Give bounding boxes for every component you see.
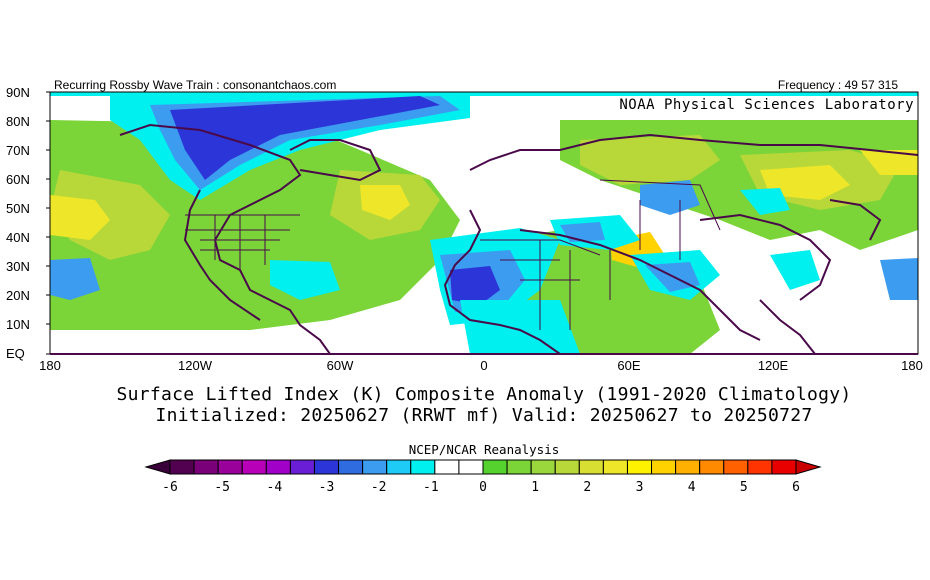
colorbar-swatch — [241, 459, 267, 475]
colorbar-tick-label: -2 — [370, 480, 387, 495]
lon-label: 180 — [39, 358, 61, 373]
colorbar-tick-label: 4 — [687, 480, 696, 495]
lat-label: 30N — [6, 259, 30, 274]
lon-label: 60W — [326, 358, 354, 373]
lat-label: EQ — [6, 346, 25, 361]
colorbar-tick-label: 1 — [531, 480, 540, 495]
colorbar-tick-label: 6 — [792, 480, 800, 495]
colorbar-tick-label: -1 — [423, 480, 439, 495]
lat-label: 70N — [6, 143, 30, 158]
lon-label: 60E — [617, 358, 641, 373]
frequency-label: Frequency : 49 57 315 — [777, 78, 898, 92]
colorbar-swatch — [723, 459, 749, 475]
strong-negative-region — [450, 266, 500, 305]
colorbar-tick-label: -4 — [266, 480, 283, 495]
negative-region — [50, 258, 100, 300]
negative-region — [270, 260, 340, 300]
lon-label: 180 — [901, 358, 923, 373]
strong-positive-region — [360, 185, 410, 220]
colorbar-swatch — [747, 459, 773, 475]
map-subtitle: Initialized: 20250627 (RRWT mf) Valid: 2… — [155, 405, 813, 426]
colorbar-swatch — [626, 459, 653, 475]
lon-label: 0 — [480, 358, 488, 373]
lon-label: 120W — [178, 358, 212, 373]
colorbar-tick-label: 2 — [583, 480, 592, 495]
borders — [185, 179, 721, 330]
colorbar-swatch — [771, 459, 797, 475]
colorbar-swatch — [699, 459, 725, 475]
colorbar-swatch — [651, 459, 677, 475]
colorbar-swatch — [313, 459, 340, 475]
lat-label: 10N — [6, 317, 30, 332]
colorbar-tick-label: -3 — [318, 480, 335, 495]
negative-region — [460, 300, 580, 354]
lat-label: 40N — [6, 230, 30, 245]
colorbar-swatch — [169, 459, 195, 475]
lat-label: 20N — [6, 288, 30, 303]
colorbar-swatch — [578, 459, 604, 475]
lat-label: 90N — [6, 85, 30, 100]
positive-region — [580, 135, 720, 185]
colorbar-tick-label: 3 — [635, 480, 644, 495]
colorbar-swatch — [217, 459, 243, 475]
lat-label: 50N — [6, 201, 30, 216]
colorbar-swatch — [506, 459, 532, 475]
source-credit: Recurring Rossby Wave Train : consonantc… — [54, 78, 337, 92]
polar-band — [50, 92, 918, 96]
lat-ticks — [46, 91, 50, 355]
colorbar-tick-label: -6 — [162, 480, 178, 495]
negative-region — [880, 258, 918, 300]
lon-label: 120E — [757, 358, 789, 373]
colorbar-swatch — [289, 459, 315, 475]
strong-negative-region — [170, 96, 440, 180]
colorbar-swatch — [434, 459, 460, 475]
colorbar-tick-label: 0 — [479, 480, 487, 495]
lat-label: 80N — [6, 114, 30, 129]
anomaly-field — [50, 92, 918, 354]
colorbar-swatch — [458, 459, 484, 475]
colorbar-swatch — [386, 459, 412, 475]
colorbar-swatch — [530, 459, 556, 475]
colorbar-swatch — [265, 459, 291, 475]
lat-label: 60N — [6, 172, 30, 187]
colorbar — [144, 459, 822, 475]
strong-positive-region — [760, 165, 850, 200]
colorbar-max-arrow — [795, 459, 822, 475]
negative-region — [640, 180, 700, 215]
colorbar-swatch — [482, 459, 508, 475]
lab-credit: NOAA Physical Sciences Laboratory — [619, 97, 914, 113]
colorbar-swatch — [675, 459, 701, 475]
map-title: Surface Lifted Index (K) Composite Anoma… — [116, 384, 852, 405]
colorbar-min-arrow — [144, 459, 171, 475]
colorbar-tick-label: 5 — [739, 480, 748, 495]
strong-positive-region — [50, 195, 110, 240]
colorbar-swatch — [554, 459, 580, 475]
strong-positive-region — [860, 150, 918, 175]
negative-region — [770, 250, 820, 290]
negative-region — [740, 188, 790, 215]
colorbar-swatch — [410, 459, 436, 475]
coastlines — [119, 123, 918, 354]
colorbar-swatch — [338, 459, 364, 475]
colorbar-tick-label: -5 — [214, 480, 230, 495]
colorbar-swatch — [193, 459, 219, 475]
colorbar-swatch — [362, 459, 388, 475]
dataset-label: NCEP/NCAR Reanalysis — [408, 442, 560, 457]
colorbar-swatch — [602, 459, 628, 475]
